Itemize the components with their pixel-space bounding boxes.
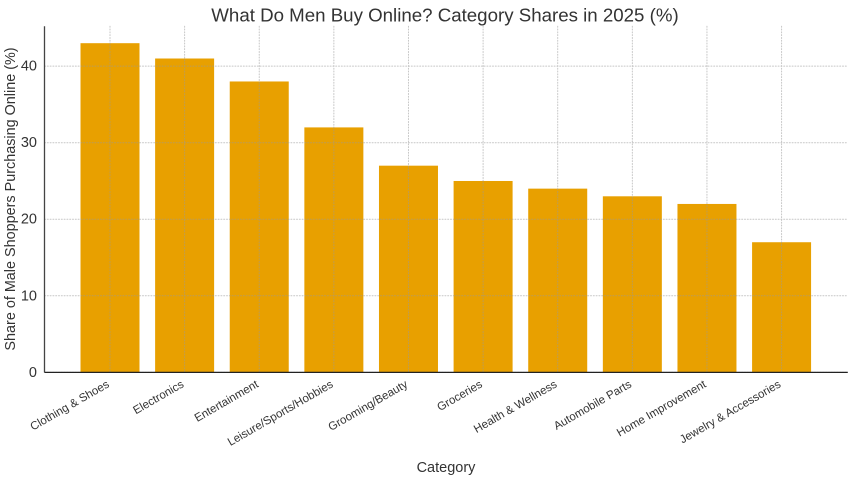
- svg-text:Share of Male Shoppers Purchas: Share of Male Shoppers Purchasing Online…: [3, 47, 19, 350]
- svg-text:What Do Men Buy Online? Catego: What Do Men Buy Online? Category Shares …: [211, 5, 678, 26]
- svg-text:0: 0: [29, 365, 37, 381]
- svg-text:10: 10: [21, 288, 37, 304]
- svg-text:Category: Category: [417, 460, 477, 476]
- svg-text:20: 20: [21, 212, 37, 228]
- svg-text:40: 40: [21, 59, 37, 75]
- svg-text:30: 30: [21, 135, 37, 151]
